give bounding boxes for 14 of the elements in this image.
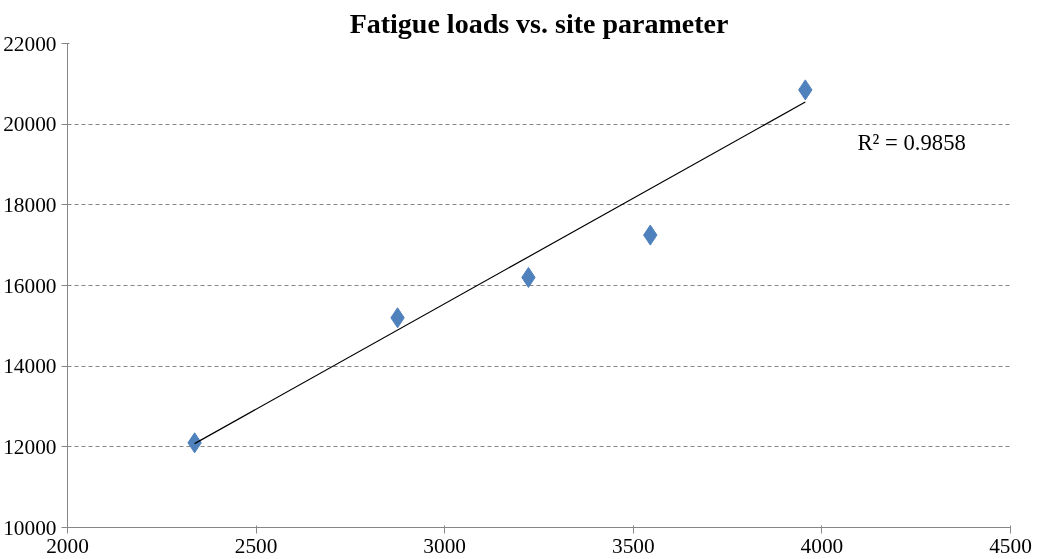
y-tick-label: 22000: [3, 31, 57, 56]
x-tick-label: 4500: [989, 533, 1032, 558]
annotation: R² = 0.9858: [857, 130, 966, 155]
x-tick-label: 2500: [234, 533, 278, 558]
y-tick-label: 12000: [3, 434, 57, 459]
y-tick-label: 14000: [3, 354, 57, 379]
x-tick-label: 4000: [800, 533, 844, 558]
y-tick-label: 18000: [3, 192, 57, 217]
y-tick-label: 20000: [3, 112, 57, 137]
x-tick-label: 3500: [611, 533, 655, 558]
y-tick-label: 10000: [3, 515, 57, 540]
x-tick-label: 3000: [423, 533, 467, 558]
chart-title: Fatigue loads vs. site parameter: [349, 7, 729, 39]
y-tick-label: 16000: [3, 273, 57, 298]
